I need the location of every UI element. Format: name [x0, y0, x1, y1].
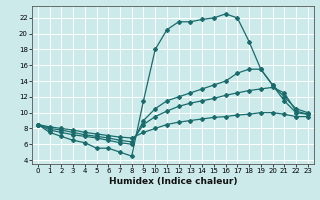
- X-axis label: Humidex (Indice chaleur): Humidex (Indice chaleur): [108, 177, 237, 186]
